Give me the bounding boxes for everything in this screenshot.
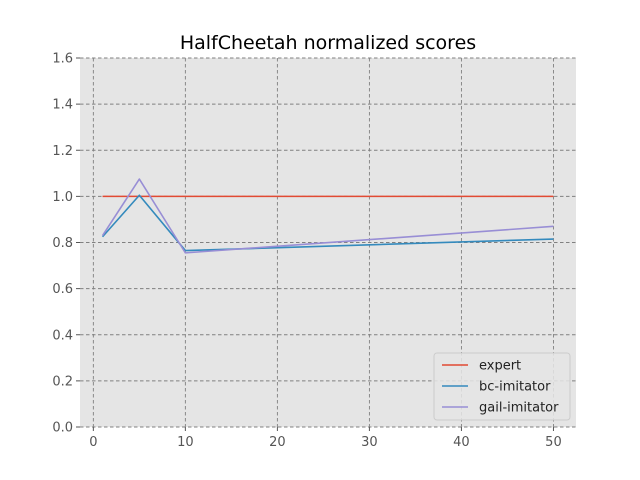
y-tick-label: 0.6 xyxy=(52,282,73,297)
x-tick-label: 30 xyxy=(361,435,378,450)
y-tick-label: 0.4 xyxy=(52,328,73,343)
y-tick-label: 1.2 xyxy=(52,144,73,159)
series-line-gail-imitator xyxy=(101,178,554,254)
legend-label-gail-imitator: gail-imitator xyxy=(479,401,559,416)
legend: expert bc-imitator gail-imitator xyxy=(433,352,571,421)
y-tick-label: 0.8 xyxy=(52,236,73,251)
x-tick-label: 0 xyxy=(89,435,97,450)
y-tick-label: 1.0 xyxy=(52,190,73,205)
legend-label-bc-imitator: bc-imitator xyxy=(479,380,551,395)
y-axis: 0.0 0.2 0.4 0.6 0.8 1.0 1.2 1.4 1.6 xyxy=(52,52,80,436)
x-tick-label: 40 xyxy=(453,435,470,450)
legend-box xyxy=(433,352,571,421)
y-tick-label: 1.4 xyxy=(52,98,73,113)
x-axis: 0 10 20 30 40 50 xyxy=(89,427,562,450)
x-tick-label: 50 xyxy=(545,435,562,450)
series-line-bc-imitator xyxy=(101,194,554,252)
x-tick-label: 10 xyxy=(177,435,194,450)
y-tick-label: 1.6 xyxy=(52,52,73,67)
legend-label-expert: expert xyxy=(479,359,521,374)
y-tick-label: 0.0 xyxy=(52,421,73,436)
chart-title: HalfCheetah normalized scores xyxy=(180,32,476,54)
y-tick-label: 0.2 xyxy=(52,374,73,389)
x-tick-label: 20 xyxy=(269,435,286,450)
series-layer xyxy=(101,178,554,254)
